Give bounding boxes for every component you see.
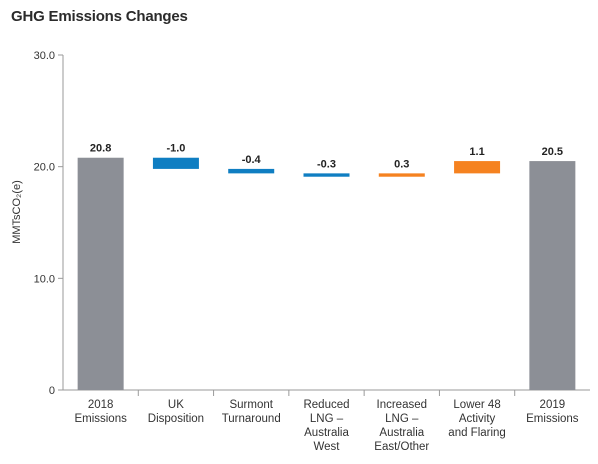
data-label: 20.8 (90, 143, 111, 155)
data-label: 20.5 (542, 146, 563, 158)
chart-title: GHG Emissions Changes (11, 8, 188, 25)
category-label: Increased LNG – Australia East/Other (374, 399, 429, 453)
bar-decrease (303, 173, 350, 177)
data-label: -0.4 (242, 154, 262, 166)
bar-decrease (228, 168, 275, 174)
y-tick-label: 30.0 (34, 50, 55, 62)
axes: 0 10.0 20.0 30.0 (34, 50, 590, 397)
bar-total (77, 157, 124, 390)
bar-total (529, 161, 576, 390)
bar-increase (454, 161, 501, 174)
category-label: Reduced LNG – Australia West (303, 399, 349, 453)
data-label: 1.1 (469, 146, 484, 158)
data-label: 0.3 (394, 158, 409, 170)
y-tick-label: 0 (49, 385, 55, 397)
category-label: Surmont Turnaround (222, 399, 281, 425)
category-label: Lower 48 Activity and Flaring (448, 399, 506, 439)
category-label: 2019 Emissions (526, 399, 579, 425)
y-tick-label: 20.0 (34, 162, 55, 174)
y-axis-label: MMTsCO₂(e) (11, 180, 23, 244)
y-tick-label: 10.0 (34, 273, 55, 285)
category-labels: 2018 Emissions UK Disposition Surmont Turnaro… (74, 399, 578, 453)
category-label: 2018 Emissions (74, 399, 127, 425)
data-label: -0.3 (317, 158, 336, 170)
data-label: -1.0 (166, 143, 185, 155)
bar-increase (378, 173, 425, 177)
value-labels: 20.8 -1.0 -0.4 -0.3 0.3 1.1 20.5 (90, 143, 563, 171)
bars (77, 157, 576, 390)
category-label: UK Disposition (148, 399, 204, 425)
bar-decrease (152, 157, 199, 169)
